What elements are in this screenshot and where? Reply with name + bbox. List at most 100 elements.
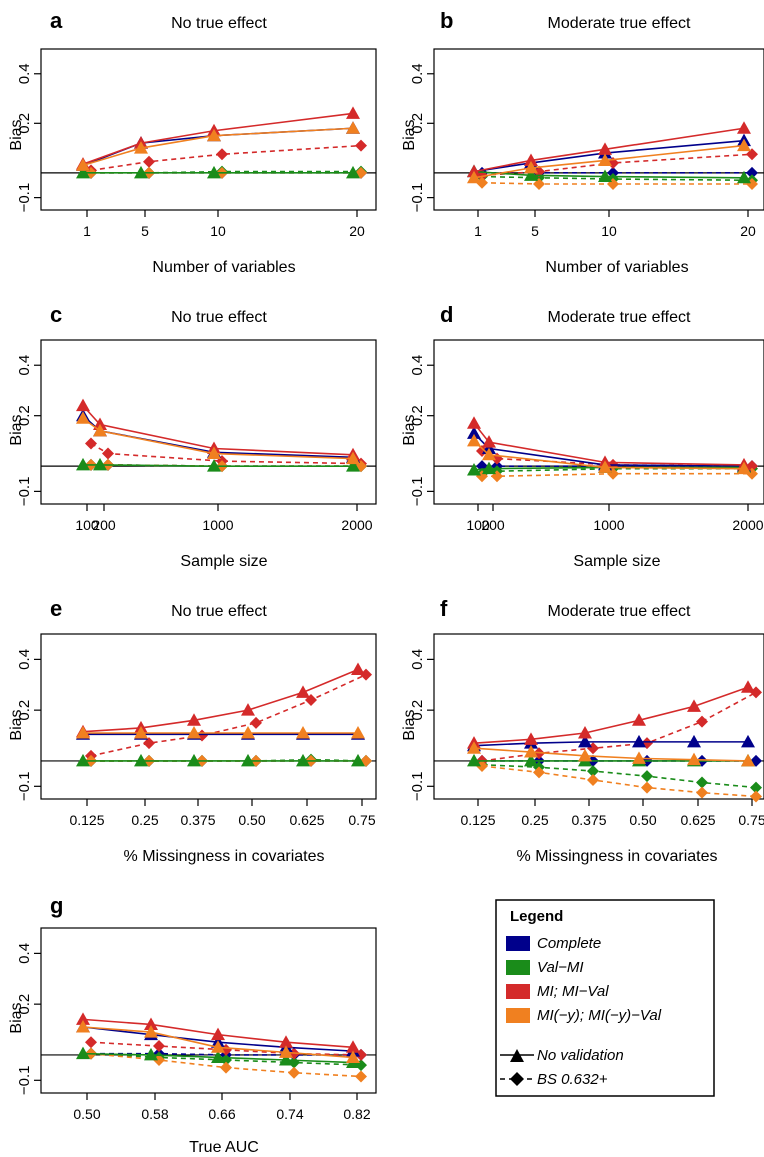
y-axis-label-e: Bias	[8, 709, 25, 740]
x-tick-label-f-3: 0.50	[629, 812, 656, 828]
triangle-point	[467, 416, 481, 429]
triangle-point	[346, 451, 360, 465]
triangle-point	[144, 1047, 158, 1061]
series-line	[481, 763, 757, 789]
y-tick-label-e-0: −0.1	[16, 771, 33, 801]
plot-area-e: −0.1 0.2 0.4 0.125 0.25 0.375 0.50 0.625 0.75	[16, 633, 377, 828]
series-g-mi-mi-val-noval	[76, 1012, 360, 1053]
panel-label-c: c	[50, 302, 62, 327]
y-tick-label-e-1: 0.2	[16, 700, 33, 721]
triangle-point	[598, 169, 612, 183]
diamond-point	[750, 781, 762, 794]
series-line	[473, 747, 749, 762]
triangle-point	[578, 726, 592, 739]
x-tick-label-f-2: 0.375	[571, 812, 606, 828]
triangle-point	[134, 753, 148, 767]
triangle-point	[296, 685, 310, 698]
triangle-point	[76, 1012, 90, 1025]
triangle-point	[346, 165, 360, 179]
diamond-point	[143, 155, 155, 168]
diamond-marker-icon	[510, 1072, 524, 1086]
series-e-val-mi-noval	[76, 753, 365, 767]
y-axis-label-f: Bias	[401, 709, 418, 740]
x-tick-label-c-2: 1000	[202, 517, 233, 533]
diamond-point	[587, 765, 599, 778]
diamond-point	[641, 781, 653, 794]
legend-swatch-complete	[506, 936, 530, 951]
triangle-point	[741, 734, 755, 748]
diamond-point	[85, 1036, 97, 1049]
triangle-point	[296, 726, 310, 739]
y-axis-label-d: Bias	[401, 414, 418, 445]
panel-label-b: b	[440, 8, 453, 33]
panel-label-g: g	[50, 893, 63, 918]
y-tick-label-f-2: 0.4	[409, 649, 426, 670]
diamond-point	[641, 770, 653, 783]
legend-label-val-mi: Val−MI	[537, 959, 584, 976]
legend: Legend Complete Val−MI MI; MI−Val MI(−y)…	[495, 899, 715, 1097]
plot-frame-g	[40, 927, 377, 1094]
diamond-point	[355, 139, 367, 152]
panel-label-a: a	[50, 8, 63, 33]
legend-swatch-mi	[506, 984, 530, 999]
triangle-point	[144, 1017, 158, 1030]
x-tick-label-a-0: 1	[83, 223, 91, 239]
series-line	[82, 112, 354, 165]
series-line	[473, 440, 745, 470]
y-tick-label-g-1: 0.2	[16, 994, 33, 1015]
triangle-point	[241, 726, 255, 739]
diamond-point	[746, 148, 758, 161]
triangle-point	[346, 1040, 360, 1053]
triangle-point	[241, 753, 255, 767]
y-tick-label-c-0: −0.1	[16, 477, 33, 507]
series-line	[82, 405, 354, 456]
y-tick-label-c-2: 0.4	[16, 355, 33, 376]
plot-frame-c	[40, 339, 377, 505]
diamond-point	[533, 177, 545, 190]
plot-frame-d	[433, 339, 764, 505]
triangle-point	[207, 459, 221, 472]
series-line	[83, 464, 353, 467]
triangle-point	[134, 165, 148, 179]
series-line	[473, 686, 749, 744]
panel-e: e No true effect Bias % Missingness in c…	[8, 596, 324, 865]
legend-label-mi-y: MI(−y); MI(−y)−Val	[537, 1007, 662, 1024]
legend-swatch-mi-y	[506, 1008, 530, 1023]
legend-swatch-val-mi	[506, 960, 530, 975]
series-d-mi-y-mi-y-val-noval	[467, 433, 751, 475]
triangle-point	[524, 160, 538, 174]
panel-title-b: Moderate true effect	[548, 15, 691, 32]
legend-item-complete: Complete	[506, 935, 601, 952]
triangle-point	[187, 713, 201, 726]
series-f-complete-noval	[467, 734, 755, 752]
y-tick-label-b-2: 0.4	[409, 63, 426, 84]
series-f-mi-mi-val-bs	[476, 686, 762, 767]
triangle-point	[279, 1045, 293, 1058]
series-b-complete-noval	[467, 133, 751, 178]
series-a-complete-noval	[76, 121, 360, 171]
triangle-point	[598, 460, 612, 473]
triangle-point	[76, 398, 90, 412]
diamond-point	[250, 716, 262, 729]
x-tick-label-e-1: 0.25	[131, 812, 158, 828]
x-axis-label-g: True AUC	[189, 1139, 259, 1156]
triangle-point	[737, 170, 751, 184]
legend-label-no-validation: No validation	[537, 1047, 624, 1064]
y-tick-label-a-1: 0.2	[16, 113, 33, 134]
triangle-point	[632, 734, 646, 748]
panel-f: f Moderate true effect Bias % Missingnes…	[401, 596, 717, 865]
series-f-mi-y-mi-y-val-bs	[476, 760, 762, 803]
series-line	[90, 442, 362, 465]
x-tick-label-c-0: 100	[75, 517, 99, 533]
triangle-point	[134, 726, 148, 739]
series-line	[481, 691, 757, 762]
x-tick-label-e-0: 0.125	[69, 812, 104, 828]
panel-b: b Moderate true effect Bias Number of va…	[401, 8, 691, 276]
series-line	[473, 127, 745, 173]
legend-item-mi-y: MI(−y); MI(−y)−Val	[506, 1007, 662, 1024]
series-line	[473, 139, 745, 173]
x-tick-label-b-1: 5	[531, 223, 539, 239]
triangle-point	[187, 753, 201, 767]
legend-label-mi: MI; MI−Val	[537, 983, 609, 1000]
